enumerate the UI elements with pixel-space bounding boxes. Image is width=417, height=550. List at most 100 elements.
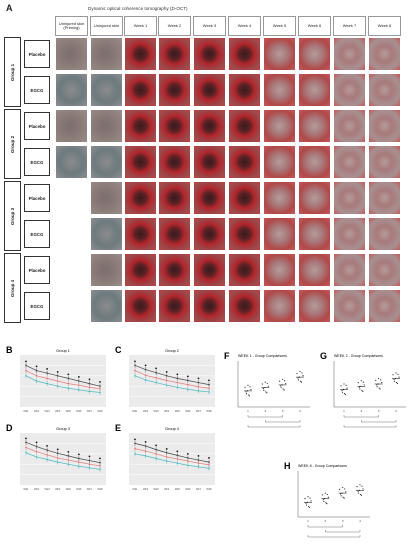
dOCT-image-tile	[193, 253, 226, 287]
data-point	[379, 388, 381, 390]
tick-label: Wk6	[185, 487, 191, 491]
dOCT-image-tile	[263, 109, 296, 143]
data-point	[176, 462, 179, 464]
series-line	[134, 370, 210, 389]
data-point	[248, 395, 251, 397]
data-point	[325, 502, 327, 504]
data-point	[362, 488, 364, 490]
significance-marker: ●	[88, 454, 91, 459]
data-point	[78, 465, 80, 468]
data-point	[326, 503, 328, 505]
data-point	[35, 450, 38, 453]
dOCT-image-tile	[124, 145, 157, 179]
dOCT-image-tile	[368, 253, 401, 287]
data-point	[208, 467, 210, 470]
comparison-bracket	[265, 420, 301, 423]
dOCT-image-tile	[55, 37, 88, 71]
tick-label: Wk1	[23, 487, 29, 491]
data-point	[323, 500, 325, 502]
dOCT-image-tile	[228, 73, 261, 107]
dOCT-image-tile	[298, 253, 331, 287]
chart-title: WEEK 1 - Group Comparisons	[238, 354, 287, 358]
significance-marker: ●	[197, 376, 200, 381]
data-point	[25, 364, 27, 367]
significance-marker: ●	[78, 374, 81, 379]
data-point	[46, 458, 48, 461]
dOCT-image-tile	[193, 289, 226, 323]
data-point	[155, 448, 157, 451]
data-point	[245, 393, 248, 395]
dOCT-image-tile	[124, 37, 157, 71]
data-point	[134, 369, 136, 372]
data-point	[155, 457, 157, 460]
dOCT-image-tile	[228, 289, 261, 323]
tick-label: Wk8	[97, 409, 103, 413]
data-point	[99, 461, 101, 464]
dOCT-image-tile	[228, 253, 261, 287]
comparison-bracket	[343, 425, 397, 428]
data-point	[297, 377, 299, 379]
column-header: Week 6	[298, 16, 331, 36]
data-point	[208, 391, 210, 393]
data-point	[25, 446, 27, 449]
tick-label: Wk7	[87, 409, 93, 413]
dOCT-image-tile	[158, 181, 191, 215]
dOCT-image-tile	[298, 289, 331, 323]
plot-area	[129, 433, 215, 485]
significance-marker: ●	[134, 436, 137, 441]
chart-title: WEEK 8 - Group Comparisons	[298, 464, 347, 468]
significance-marker: ●	[144, 439, 147, 444]
significance-marker: ●	[166, 446, 169, 451]
panel-letter: D	[6, 423, 13, 433]
data-point	[342, 486, 344, 489]
data-point	[247, 384, 249, 386]
group-label-text: Group 3	[10, 207, 16, 225]
tick-label: 3	[282, 409, 284, 413]
significance-marker: ●	[99, 456, 102, 461]
data-point	[67, 377, 70, 380]
column-header: Week 4	[228, 16, 261, 36]
group-label-text: Group 2	[10, 135, 16, 153]
series-line	[25, 375, 101, 393]
comparison-bracket	[247, 425, 301, 428]
tick-label: 4	[299, 409, 301, 413]
panel-letter: B	[6, 345, 13, 355]
data-point	[56, 461, 59, 463]
data-point	[343, 383, 345, 385]
treatment-label: Placebo	[24, 112, 50, 140]
treatment-label: Placebo	[24, 40, 50, 68]
significance-marker: ●	[46, 443, 49, 448]
data-point	[362, 390, 364, 392]
data-point	[197, 459, 200, 461]
dOCT-image-tile	[368, 37, 401, 71]
data-point	[398, 376, 400, 378]
data-point	[381, 382, 383, 384]
data-point	[46, 449, 48, 451]
dOCT-image-tile	[193, 37, 226, 71]
dOCT-image-tile	[263, 181, 296, 215]
dOCT-image-tile	[158, 73, 191, 107]
data-point	[165, 384, 168, 386]
significance-marker: ●	[67, 371, 70, 376]
comparison-bracket	[307, 525, 343, 528]
chart-title: Group 2	[165, 349, 179, 353]
data-point	[360, 380, 362, 382]
significance-marker: ●	[99, 379, 102, 384]
data-point	[279, 380, 281, 382]
data-point	[46, 382, 48, 385]
dOCT-image-tile	[158, 289, 191, 323]
data-point	[339, 488, 341, 490]
treatment-label: Placebo	[24, 184, 50, 212]
data-point	[283, 389, 285, 391]
data-point	[176, 381, 179, 384]
significance-marker: ●	[208, 378, 211, 383]
panel-letter: G	[320, 351, 327, 361]
dOCT-image-tile	[263, 73, 296, 107]
significance-marker: ●	[57, 446, 60, 451]
data-point	[35, 380, 38, 382]
data-point	[208, 383, 210, 386]
column-header: Week 2	[158, 16, 191, 36]
dOCT-image-tile	[368, 109, 401, 143]
data-point	[197, 390, 200, 392]
tick-label: Wk6	[76, 487, 82, 491]
